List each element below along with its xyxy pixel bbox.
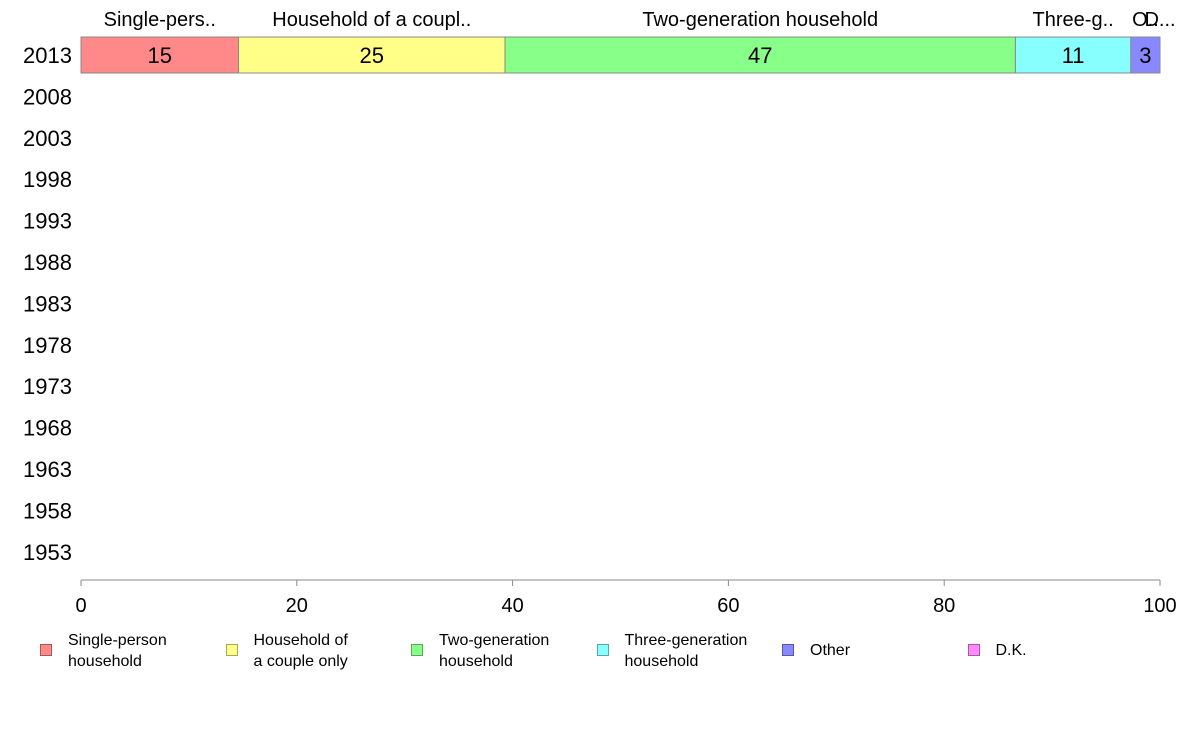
bar-2013-series-1 (238, 36, 506, 74)
y-axis-labels: 2013 2008 2003 1998 1993 1988 1983 1978 1973 1968… (23, 43, 72, 565)
legend-label-1: Household of a couple only (253, 632, 348, 670)
y-tick-label-1978: 1978 (23, 333, 72, 358)
y-tick-label-1953: 1953 (23, 540, 72, 565)
segment-header-series-1: Household of a coupl.. (272, 9, 471, 31)
legend-item-3: Three-generation household (596, 630, 748, 672)
x-tick-label-20: 20 (286, 595, 308, 617)
legend-swatch-2 (411, 644, 423, 656)
x-tick-label-80: 80 (933, 595, 955, 617)
y-tick-label-1968: 1968 (23, 416, 72, 441)
legend-item-1: Household of a couple only (225, 630, 348, 672)
legend-swatch-1 (225, 644, 238, 656)
segment-header-series-3: Three-g.. (1033, 9, 1114, 31)
segment-header-labels: Single-pers.. Household of a coupl.. Two-g… (104, 9, 1176, 31)
legend-item-0: Single-person household (40, 630, 167, 672)
segment-header-series-4: O.. (1132, 9, 1159, 31)
data-label-2013-series-4: 3 (1139, 43, 1151, 68)
bar-data-labels: 15 25 47 11 3 (148, 43, 1152, 68)
y-tick-label-2013: 2013 (23, 43, 72, 68)
x-tick-label-0: 0 (75, 595, 86, 617)
y-tick-label-2003: 2003 (23, 126, 72, 151)
data-label-2013-series-1: 25 (360, 43, 384, 68)
x-axis: 0 20 40 60 80 100 (75, 579, 1177, 617)
legend-item-2: Two-generation household (411, 630, 549, 672)
y-tick-label-1958: 1958 (23, 498, 72, 523)
y-tick-label-1963: 1963 (23, 457, 72, 482)
legend-label-4: Other (810, 642, 851, 659)
legend: Single-person household Household of a co… (40, 630, 1180, 680)
legend-item-4: Other (782, 630, 850, 661)
x-tick-label-100: 100 (1143, 595, 1176, 617)
bar-2013-series-4 (1130, 36, 1161, 74)
legend-label-5: D.K. (995, 642, 1027, 659)
data-label-2013-series-3: 11 (1062, 43, 1085, 68)
legend-swatch-3 (596, 644, 609, 656)
data-label-2013-series-2: 47 (748, 43, 772, 68)
y-tick-label-2008: 2008 (23, 84, 72, 109)
x-tick-label-40: 40 (501, 595, 523, 617)
segment-header-series-5: D... (1144, 9, 1175, 31)
legend-label-2: Two-generation household (439, 632, 550, 670)
bar-segments (80, 36, 1161, 74)
legend-swatch-5 (967, 644, 980, 656)
y-tick-label-1998: 1998 (23, 167, 72, 192)
data-label-2013-series-0: 15 (148, 43, 172, 68)
y-tick-label-1993: 1993 (23, 209, 72, 234)
x-tick-label-60: 60 (717, 595, 739, 617)
legend-swatch-4 (782, 644, 794, 656)
y-tick-label-1988: 1988 (23, 250, 72, 275)
segment-header-series-2: Two-generation household (642, 9, 878, 31)
legend-label-0: Single-person household (68, 632, 167, 670)
y-tick-label-1973: 1973 (23, 374, 72, 399)
legend-swatch-0 (40, 644, 52, 656)
y-tick-label-1983: 1983 (23, 291, 72, 316)
segment-header-series-0: Single-pers.. (104, 9, 216, 31)
legend-item-5: D.K. (967, 630, 1027, 661)
legend-label-3: Three-generation household (624, 632, 748, 670)
